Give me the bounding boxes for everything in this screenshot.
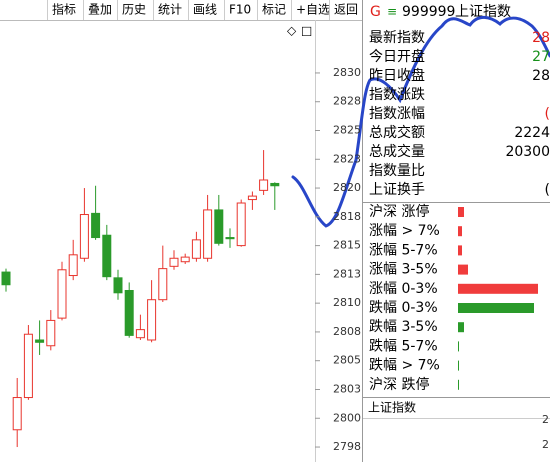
toolbar-button[interactable]: 历史 [122,3,146,17]
toolbar-button[interactable]: 标记 [262,3,286,17]
y-tick-label: 2820 [333,181,361,194]
candle-body [102,234,112,278]
quote-value: 28 [532,68,550,84]
toolbar-button[interactable]: 返回 [334,3,358,17]
quote-label: 指数涨幅 [369,106,425,122]
menu-icon[interactable]: ≡ [387,5,397,19]
distribution-label: 跌幅 3-5% [369,319,438,335]
quote-label: 指数量比 [369,163,425,179]
quote-value: 27 [532,49,550,65]
candle-body [68,254,78,277]
candle-body [46,319,56,347]
candle-body [79,214,89,259]
candle-body [214,209,224,244]
candle-body [1,271,11,286]
distribution-bar [458,379,459,390]
toolbar-button[interactable]: +自选 [296,3,330,17]
candle-body [225,237,235,240]
candle-body [113,277,123,294]
mini-tick: 2 [542,413,549,426]
distribution-label: 跌幅 0-3% [369,300,438,316]
distribution-bar [458,226,462,237]
candle-body [135,329,145,339]
chart-icon[interactable]: □ [301,24,312,38]
candle-body [270,182,280,187]
toolbar-button[interactable]: 叠加 [88,3,112,17]
candle-body [147,299,157,341]
hand-drawn-line [291,15,550,228]
y-tick-label: 2823 [333,152,361,165]
distribution-label: 涨幅 > 7% [369,223,440,239]
distribution-label: 涨幅 0-3% [369,281,438,297]
mini-tick: 2 [542,438,549,451]
quote-value: 2224 [514,125,550,141]
quote-label: 指数涨跌 [369,87,425,103]
distribution-bar [458,360,459,371]
quote-value: 20300 [505,144,550,160]
y-tick-label: 2808 [333,325,361,338]
candle-body [35,339,45,343]
quote-label: 昨日收盘 [369,67,425,84]
y-tick-label: 2825 [333,124,361,137]
distribution-label: 涨幅 3-5% [369,262,438,278]
quote-value: 28 [532,30,550,46]
distribution-label: 涨幅 5-7% [369,242,438,258]
distribution-bar [458,303,534,313]
candle-body [259,179,269,191]
badge: G [370,4,381,20]
quote-label: 总成交量 [369,143,425,160]
candle-body [203,209,213,259]
quote-label: 今日开盘 [369,48,425,65]
y-tick-label: 2810 [333,296,361,309]
distribution-label: 沪深 涨停 [369,203,429,220]
toolbar-button[interactable]: F10 [229,3,251,17]
distribution-bar [458,245,462,256]
y-tick-label: 2798 [333,440,361,453]
y-tick-label: 2830 [333,66,361,79]
y-tick-label: 2805 [333,354,361,367]
y-tick-label: 2813 [333,267,361,280]
distribution-label: 跌幅 5-7% [369,338,438,354]
y-tick-label: 2803 [333,382,361,395]
candle-body [124,289,134,336]
quote-value: ( [545,106,550,122]
candle-body [180,256,190,263]
distribution-label: 沪深 跌停 [369,376,429,393]
distribution-bar [458,264,468,275]
y-tick-label: 2800 [333,411,361,424]
candle-body [169,257,179,267]
candle-body [57,269,67,319]
distribution-bar [458,322,464,333]
y-tick-label: 2818 [333,210,361,223]
y-tick-label: 2828 [333,95,361,108]
toolbar-button[interactable]: 指标 [52,2,76,17]
quote-label: 总成交额 [369,124,425,141]
stock-code: 999999 [402,4,455,20]
distribution-bar [458,341,459,352]
quote-label: 最新指数 [369,30,425,46]
toolbar-button[interactable]: 画线 [193,3,217,17]
distribution-bar [458,283,538,294]
quote-label: 上证换手 [369,181,425,198]
toolbar-button[interactable]: 统计 [158,3,182,17]
distribution-bar [458,207,464,217]
candle-body [91,212,101,239]
candle-body [191,239,201,259]
candle-body [158,268,168,301]
candle-body [247,195,257,201]
candle-body [23,333,33,399]
quote-value: ( [545,182,550,198]
mini-chart-title: 上证指数 [368,400,416,415]
distribution-label: 跌幅 > 7% [369,358,440,374]
chart-icon[interactable]: ◇ [287,24,297,38]
candle-body [12,397,22,431]
y-tick-label: 2815 [333,239,361,252]
stock-name: 上证指数 [455,4,511,20]
candle-body [236,202,246,247]
